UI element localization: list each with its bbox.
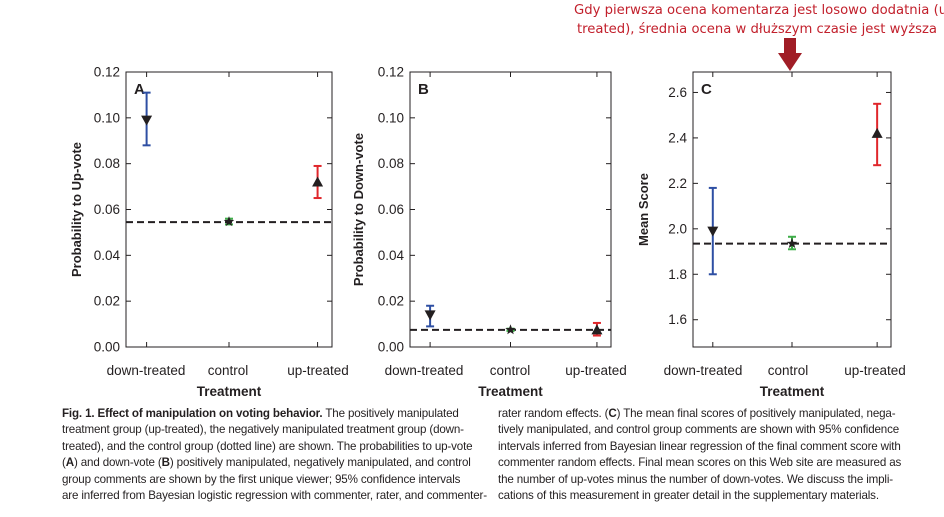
caption-right-column: rater random effects. (C) The mean final…: [498, 406, 928, 504]
caption-text: the number of up-votes minus the number …: [498, 472, 893, 486]
caption-text: cations of this measurement in greater d…: [498, 489, 879, 503]
figure-1: 0.00 0.02 0.04 0.06 0.08 0.10 0.12 down-treated…: [69, 38, 906, 400]
figure-label: Fig. 1.: [62, 407, 98, 420]
panel-ref-b: B: [161, 456, 170, 470]
y-tick-label: 0.04: [94, 248, 121, 263]
plot-frame: [692, 71, 892, 348]
caption-left-column: Fig. 1. Effect of manipulation on voting…: [62, 406, 487, 504]
y-tick-label: 2.4: [668, 130, 687, 145]
y-axis-label: Probability to Down-vote: [351, 133, 366, 286]
chart-panel-b: 0.00 0.02 0.04 0.06 0.08 0.10 0.12 down-treated…: [351, 65, 627, 400]
data-point-down-treated: [424, 310, 436, 321]
panel-ref-c: C: [608, 407, 617, 420]
y-tick-label: 0.06: [378, 202, 404, 217]
data-point-down-treated: [707, 226, 719, 237]
caption-text: group comments are shown by the first un…: [62, 472, 461, 486]
data-point-control: [505, 324, 516, 335]
plot-frame: [125, 71, 333, 348]
data-point-control: [786, 238, 798, 249]
x-tick-label: up-treated: [565, 363, 627, 378]
annotation-text: Gdy pierwsza ocena komentarza jest losow…: [574, 1, 944, 39]
y-tick-label: 0.04: [378, 248, 405, 263]
caption-text: are inferred from Bayesian logistic regr…: [62, 489, 487, 503]
caption-text: commenter random effects. Final mean sco…: [498, 456, 902, 470]
caption-text: rater random effects. (: [498, 407, 609, 420]
annotation-line: Gdy pierwsza ocena komentarza jest losow…: [574, 3, 944, 18]
y-tick-label: 0.02: [378, 294, 404, 309]
x-tick-label: down-treated: [107, 363, 186, 378]
y-tick-label: 2.6: [668, 85, 687, 100]
y-tick-label: 0.00: [378, 340, 404, 355]
caption-text: treated), and the control group (dotted …: [62, 439, 473, 453]
caption-text: ) and down-vote (: [73, 456, 162, 470]
x-axis-label: Treatment: [478, 384, 543, 399]
y-tick-label: 0.08: [378, 156, 404, 171]
y-tick-label: 1.6: [668, 312, 687, 327]
x-tick-label: control: [768, 363, 809, 378]
chart-panel-a: 0.00 0.02 0.04 0.06 0.08 0.10 0.12 down-treated…: [69, 65, 349, 400]
y-axis-label: Probability to Up-vote: [69, 142, 84, 277]
y-tick-label: 0.00: [94, 340, 120, 355]
data-point-up-treated: [871, 127, 883, 138]
arrow-shaft: [784, 38, 796, 54]
panel-label: C: [701, 81, 712, 98]
caption-text: intervals inferred from Bayesian linear …: [498, 439, 901, 453]
data-point-control: [223, 216, 235, 227]
data-point-up-treated: [591, 324, 603, 335]
panel-ref-a: A: [65, 456, 74, 470]
y-axis-label: Mean Score: [636, 173, 651, 246]
y-tick-label: 0.12: [94, 65, 120, 80]
x-axis-label: Treatment: [197, 384, 262, 399]
x-tick-label: control: [208, 363, 249, 378]
panel-label: B: [418, 81, 429, 98]
y-tick-label: 0.10: [378, 110, 404, 125]
caption-text: treatment group (up-treated), the negati…: [62, 423, 464, 437]
y-tick-label: 0.08: [94, 156, 120, 171]
annotation-line: treated), średnia ocena w dłuższym czasi…: [576, 22, 938, 37]
y-tick-label: 2.2: [668, 176, 687, 191]
x-tick-label: up-treated: [287, 363, 349, 378]
y-tick-label: 0.10: [94, 110, 120, 125]
caption-text: (: [62, 456, 66, 470]
x-tick-label: up-treated: [844, 363, 906, 378]
caption-text: tively manipulated, and control group co…: [498, 423, 900, 437]
data-point-down-treated: [141, 115, 153, 126]
x-tick-label: down-treated: [664, 363, 743, 378]
x-axis-label: Treatment: [760, 384, 825, 399]
y-tick-label: 2.0: [668, 221, 687, 236]
data-point-up-treated: [312, 176, 324, 187]
figure-heading: Effect of manipulation on voting behavio…: [97, 407, 323, 420]
y-tick-label: 1.8: [668, 267, 687, 282]
arrow-down-icon: [778, 38, 802, 71]
caption-text: ) positively manipulated, negatively man…: [169, 456, 471, 470]
y-tick-label: 0.12: [378, 65, 404, 80]
y-tick-label: 0.06: [94, 202, 120, 217]
x-tick-label: control: [490, 363, 531, 378]
caption-text: The positively manipulated: [322, 407, 459, 420]
plot-frame: [409, 71, 612, 348]
x-tick-label: down-treated: [385, 363, 464, 378]
caption-text: ) The mean final scores of positively ma…: [616, 407, 896, 420]
arrow-head: [778, 53, 802, 71]
y-tick-label: 0.02: [94, 294, 120, 309]
chart-panel-c: 1.6 1.8 2.0 2.2 2.4 2.6 down-treated control up-…: [636, 71, 906, 399]
panel-label: A: [134, 81, 145, 98]
